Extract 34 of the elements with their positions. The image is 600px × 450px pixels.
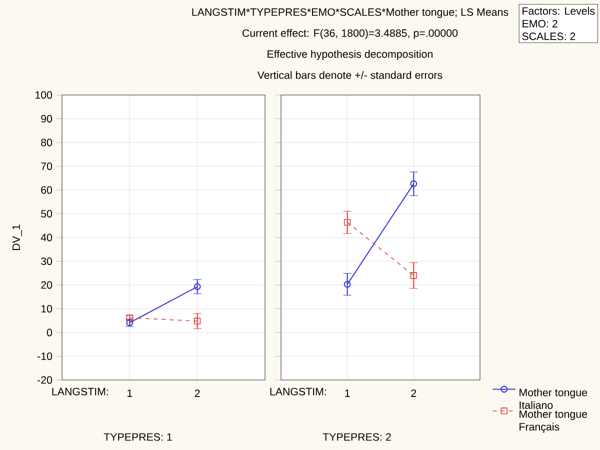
y-tick-label: 0 (46, 328, 52, 336)
x-axis-title: LANGSTIM: (270, 388, 326, 396)
point (194, 318, 201, 324)
chart-subtitle: Current effect: F(36, 1800)=3.4885, p=.00000 (242, 29, 458, 39)
y-tick-label: 20 (41, 281, 52, 289)
point (344, 218, 351, 226)
text: Factors: Levels (522, 6, 595, 15)
y-tick-label: 60 (41, 186, 52, 194)
y-tick-label: 30 (41, 257, 52, 266)
legend-label: Mother tongue Français (520, 410, 588, 433)
x-tick-label: 2 (194, 390, 200, 397)
text: EMO: 2 (522, 20, 558, 28)
x-tick-label: 2 (411, 390, 416, 397)
x-tick-label: 1 (345, 390, 350, 397)
y-tick-label: 90 (41, 114, 52, 123)
text: Effective hypothesis decomposition (268, 50, 432, 60)
y-tick-label: 80 (41, 138, 52, 146)
y-tick-label: 10 (41, 304, 52, 313)
text: TYPEPRES: 1 (104, 433, 172, 441)
y-tick-label: 70 (41, 162, 52, 170)
y-axis-title: DV_1 (12, 224, 22, 250)
y-tick-label: -20 (38, 376, 52, 384)
point (410, 272, 417, 279)
y-tick-label: 50 (41, 210, 52, 218)
text: TYPEPRES: 2 (322, 433, 391, 441)
y-tick-label: 40 (40, 234, 52, 242)
x-tick-label: 1 (128, 390, 132, 397)
y-tick-label: 100 (36, 91, 52, 99)
legend-label: Mother tongue Italiano (520, 388, 588, 409)
x-axis-title: LANGSTIM: (52, 388, 108, 396)
text: SCALES: 2 (522, 32, 576, 40)
text: Vertical bars denote +/- standard errors (257, 71, 442, 79)
text: LANGSTIM*TYPEPRES*EMO*SCALES*Mother tongue; LS Means (192, 8, 508, 18)
y-tick-label: -10 (38, 352, 52, 360)
